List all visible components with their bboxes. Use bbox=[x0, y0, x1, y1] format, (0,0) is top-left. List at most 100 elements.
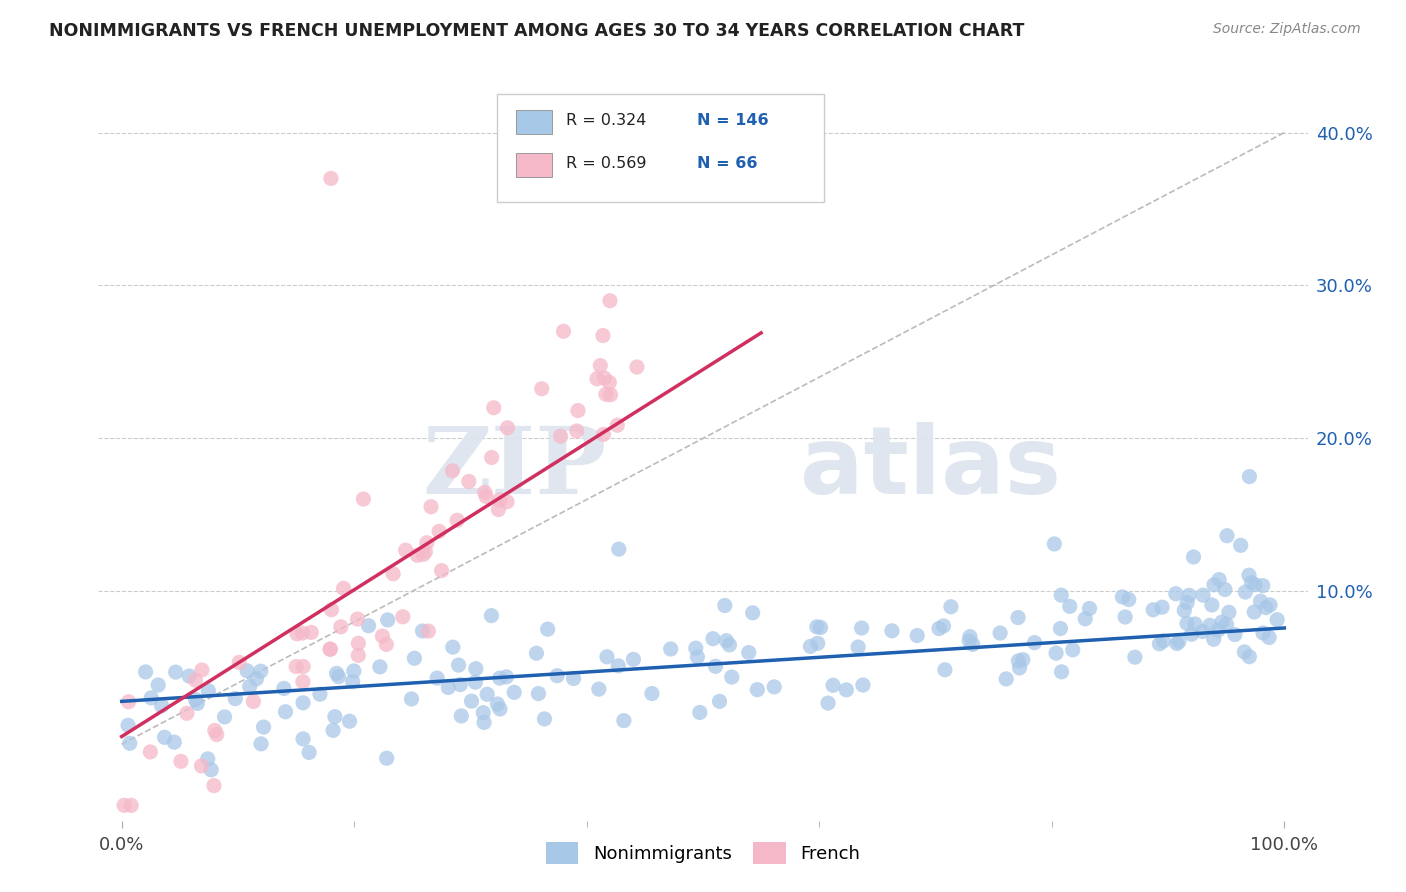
Point bbox=[562, 672, 585, 686]
Point bbox=[607, 542, 630, 557]
Point bbox=[503, 685, 526, 699]
Point bbox=[1184, 617, 1206, 632]
Text: ZIP: ZIP bbox=[422, 424, 606, 514]
Point bbox=[1007, 610, 1029, 624]
Point bbox=[1182, 549, 1205, 564]
Point bbox=[1244, 577, 1267, 591]
Legend: Nonimmigrants, French: Nonimmigrants, French bbox=[538, 835, 868, 871]
Point bbox=[321, 603, 343, 617]
Point bbox=[1218, 605, 1240, 619]
Point bbox=[550, 429, 572, 443]
Point bbox=[401, 692, 423, 706]
Point bbox=[197, 752, 219, 766]
Point bbox=[482, 401, 505, 415]
Point bbox=[200, 763, 222, 777]
Point bbox=[1215, 617, 1237, 632]
Point bbox=[623, 652, 645, 666]
Point bbox=[214, 710, 236, 724]
Point bbox=[242, 694, 264, 708]
Point bbox=[496, 495, 519, 509]
Point bbox=[197, 683, 219, 698]
Point bbox=[392, 609, 415, 624]
Point bbox=[228, 656, 250, 670]
Point bbox=[1043, 537, 1066, 551]
Point bbox=[599, 293, 621, 308]
Point bbox=[449, 677, 471, 691]
Point bbox=[486, 502, 509, 516]
Point bbox=[1239, 469, 1261, 483]
Point bbox=[1216, 529, 1239, 543]
Point bbox=[1008, 661, 1031, 675]
Point bbox=[1111, 590, 1133, 604]
Point bbox=[488, 492, 510, 507]
FancyBboxPatch shape bbox=[498, 94, 824, 202]
Point bbox=[186, 697, 208, 711]
Point bbox=[291, 674, 314, 689]
Point bbox=[1150, 600, 1173, 615]
Point bbox=[626, 359, 648, 374]
Point bbox=[446, 513, 468, 527]
Point bbox=[420, 500, 443, 514]
Point bbox=[1012, 652, 1035, 666]
Point bbox=[1237, 568, 1260, 582]
Point bbox=[1254, 600, 1277, 615]
Point bbox=[418, 624, 440, 639]
Point bbox=[928, 622, 950, 636]
Text: NONIMMIGRANTS VS FRENCH UNEMPLOYMENT AMONG AGES 30 TO 34 YEARS CORRELATION CHART: NONIMMIGRANTS VS FRENCH UNEMPLOYMENT AMO… bbox=[49, 22, 1025, 40]
Point bbox=[375, 637, 398, 651]
Point bbox=[807, 636, 830, 650]
Point bbox=[252, 720, 274, 734]
Point bbox=[1201, 598, 1223, 612]
Point bbox=[1234, 585, 1257, 599]
Point bbox=[150, 698, 173, 713]
Point bbox=[835, 682, 858, 697]
Point bbox=[1208, 573, 1230, 587]
Point bbox=[148, 678, 170, 692]
Point bbox=[472, 715, 495, 730]
Point bbox=[496, 421, 519, 435]
Point bbox=[593, 371, 616, 385]
Point bbox=[1062, 643, 1084, 657]
Point bbox=[1198, 618, 1220, 632]
Point bbox=[1059, 599, 1081, 614]
Point bbox=[488, 671, 510, 685]
Point bbox=[357, 619, 380, 633]
Point bbox=[598, 376, 620, 390]
Point bbox=[1206, 623, 1229, 637]
Point bbox=[1258, 631, 1281, 645]
Point bbox=[527, 687, 550, 701]
Point bbox=[1191, 624, 1213, 639]
Point bbox=[613, 714, 636, 728]
Point bbox=[352, 491, 374, 506]
Point bbox=[427, 524, 450, 539]
Point bbox=[1178, 588, 1201, 602]
Point bbox=[447, 658, 470, 673]
Point bbox=[460, 694, 482, 708]
Point bbox=[1251, 578, 1274, 592]
Point bbox=[481, 450, 503, 465]
Point bbox=[988, 626, 1011, 640]
Point bbox=[959, 630, 981, 644]
Point bbox=[239, 680, 262, 694]
Point bbox=[245, 672, 267, 686]
Point bbox=[319, 642, 342, 657]
Point bbox=[486, 697, 509, 711]
Point bbox=[292, 696, 315, 710]
Point bbox=[430, 564, 453, 578]
Point bbox=[659, 642, 682, 657]
Point bbox=[377, 613, 399, 627]
Point bbox=[475, 490, 498, 504]
Point bbox=[179, 669, 201, 683]
Point bbox=[526, 646, 548, 660]
Point bbox=[747, 682, 769, 697]
Point bbox=[112, 798, 135, 813]
Point bbox=[1118, 592, 1140, 607]
Point bbox=[184, 692, 207, 706]
Point bbox=[325, 666, 347, 681]
Point bbox=[382, 566, 405, 581]
Point bbox=[292, 731, 315, 746]
Point bbox=[322, 723, 344, 738]
Point bbox=[1175, 595, 1198, 609]
Point bbox=[714, 599, 737, 613]
Point bbox=[806, 620, 828, 634]
